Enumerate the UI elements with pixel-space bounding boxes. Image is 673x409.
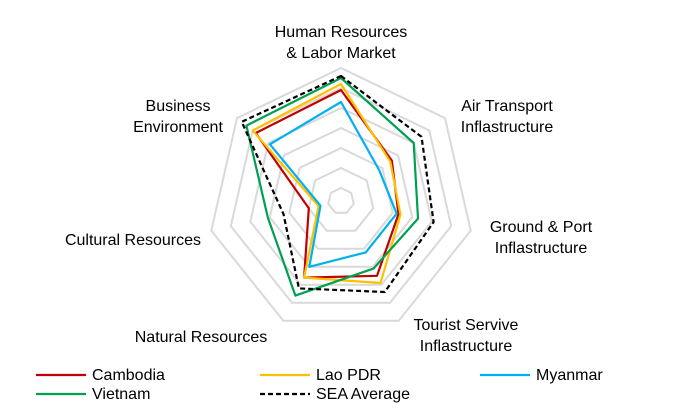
grid-ring-1 bbox=[327, 186, 355, 214]
axis-label-7: Business Environment bbox=[133, 98, 223, 136]
series-line-sea-average bbox=[240, 74, 435, 294]
legend-label-cambodia: Cambodia bbox=[92, 367, 165, 384]
series-line-vietnam bbox=[245, 76, 420, 297]
grid-ring-4 bbox=[268, 126, 414, 268]
grid-ring-2 bbox=[307, 166, 375, 232]
grid-ring-3 bbox=[288, 146, 394, 250]
axis-label-3: Ground & Port Inflastructure bbox=[490, 219, 593, 257]
axis-label-2: Air Transport Inflastructure bbox=[461, 98, 554, 136]
grid-ring-5 bbox=[249, 106, 433, 286]
legend-label-myanmar: Myanmar bbox=[536, 367, 603, 384]
legend: Cambodia Lao PDR Myanmar Vietnam SEA Average bbox=[36, 367, 603, 403]
axis-label-4: Tourist Servive Inflastructure bbox=[414, 317, 519, 355]
grid-ring-6 bbox=[229, 86, 453, 304]
legend-label-sea-average: SEA Average bbox=[316, 386, 410, 403]
axis-label-5: Natural Resources bbox=[135, 329, 268, 346]
axis-label-1: Human Resources & Labor Market bbox=[275, 24, 408, 62]
series-lines bbox=[240, 74, 435, 297]
legend-label-vietnam: Vietnam bbox=[92, 386, 150, 403]
legend-label-lao-pdr: Lao PDR bbox=[316, 367, 381, 384]
grid bbox=[210, 66, 472, 322]
grid-ring-7 bbox=[210, 66, 472, 322]
axis-labels: Human Resources & Labor Market Air Transpo… bbox=[65, 24, 593, 355]
axis-label-6: Cultural Resources bbox=[65, 232, 201, 249]
series-line-myanmar bbox=[268, 100, 398, 268]
